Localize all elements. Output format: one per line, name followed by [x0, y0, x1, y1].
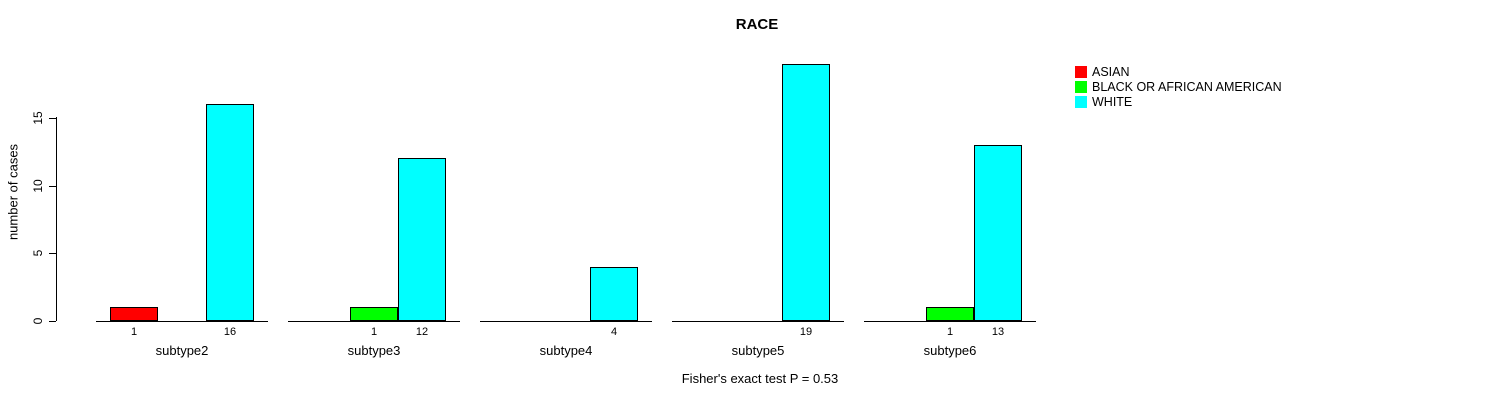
bar-value-label: 19 [799, 326, 813, 338]
bar-value-label: 1 [946, 326, 954, 338]
group-baseline [288, 321, 460, 322]
group-baseline [864, 321, 1036, 322]
legend-item-asian: ASIAN [1075, 65, 1282, 79]
bar-value-label: 1 [370, 326, 378, 338]
bar-subtype2-asian [110, 307, 158, 321]
y-tick-mark [49, 117, 56, 119]
bar-subtype2-white [206, 104, 254, 321]
bar-subtype5-white [782, 64, 830, 321]
bar-subtype6-black-or-african-american [926, 307, 974, 321]
y-axis-line [56, 117, 57, 321]
group-baseline [672, 321, 844, 322]
y-tick-mark [49, 253, 56, 255]
y-tick-mark [49, 185, 56, 187]
bar-subtype3-black-or-african-american [350, 307, 398, 321]
legend-swatch-black-or-african-american [1075, 81, 1087, 93]
bar-subtype6-white [974, 145, 1022, 321]
bar-value-label: 4 [610, 326, 618, 338]
legend-swatch-white [1075, 96, 1087, 108]
legend-item-white: WHITE [1075, 95, 1282, 109]
legend-item-black-or-african-american: BLACK OR AFRICAN AMERICAN [1075, 80, 1282, 94]
bar-subtype3-white [398, 158, 446, 321]
bar-value-label: 1 [130, 326, 138, 338]
legend-swatch-asian [1075, 66, 1087, 78]
category-label-subtype3: subtype3 [347, 343, 401, 358]
bar-value-label: 12 [415, 326, 429, 338]
bar-value-label: 13 [991, 326, 1005, 338]
bar-value-label: 16 [223, 326, 237, 338]
chart-title: RACE [735, 16, 779, 33]
legend: ASIAN BLACK OR AFRICAN AMERICAN WHITE [1075, 65, 1282, 110]
y-tick-label: 0 [31, 317, 45, 325]
y-tick-label: 15 [31, 111, 45, 125]
legend-label-black-or-african-american: BLACK OR AFRICAN AMERICAN [1092, 80, 1282, 94]
y-tick-label: 5 [31, 249, 45, 257]
legend-label-white: WHITE [1092, 95, 1133, 109]
statistical-test-footnote: Fisher's exact test P = 0.53 [681, 371, 839, 386]
category-label-subtype6: subtype6 [923, 343, 977, 358]
category-label-subtype4: subtype4 [539, 343, 593, 358]
y-tick-mark [49, 321, 56, 322]
y-axis-title: number of cases [5, 143, 21, 241]
y-tick-label: 10 [31, 178, 45, 193]
category-label-subtype2: subtype2 [155, 343, 209, 358]
group-baseline [480, 321, 652, 322]
legend-label-asian: ASIAN [1092, 65, 1130, 79]
group-baseline [96, 321, 268, 322]
bar-subtype4-white [590, 267, 638, 321]
category-label-subtype5: subtype5 [731, 343, 785, 358]
